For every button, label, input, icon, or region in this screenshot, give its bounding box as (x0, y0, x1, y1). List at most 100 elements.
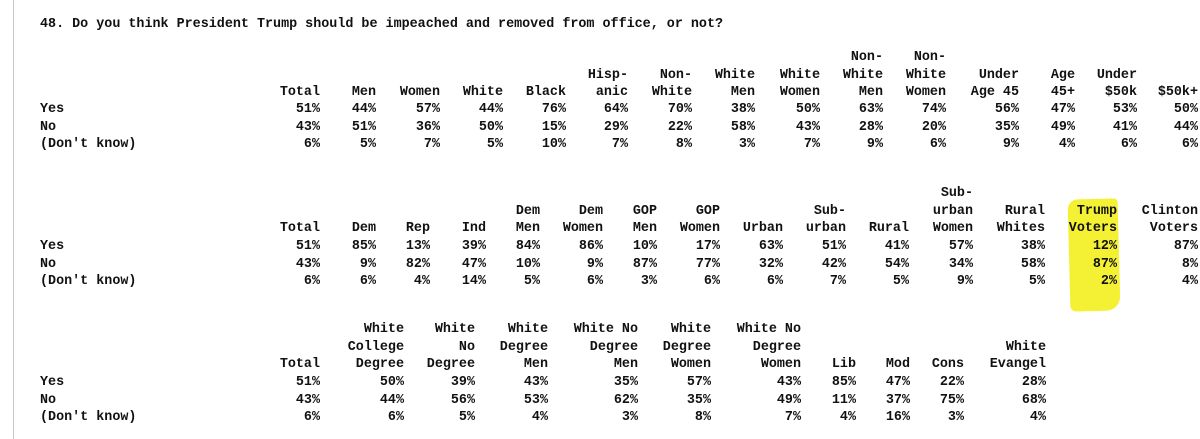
table-cell: 6% (766, 274, 783, 289)
table-cell: 3% (621, 410, 638, 425)
table-cell: 47% (885, 375, 910, 390)
table-cell: 35% (686, 393, 711, 408)
table-cell: 7% (784, 410, 801, 425)
table-cell: 76% (541, 102, 566, 117)
column-header: Under $50k (1096, 67, 1137, 100)
table-cell: 43% (295, 257, 320, 272)
row-label: Yes (40, 375, 65, 390)
table-cell: 10% (541, 137, 566, 152)
row-label: (Don't know) (40, 274, 137, 289)
table-cell: 28% (1021, 375, 1046, 390)
column-header: Black (525, 84, 566, 100)
row-label: No (40, 257, 57, 272)
table-cell: 68% (1021, 393, 1046, 408)
table-cell: 53% (523, 393, 548, 408)
table-cell: 44% (1173, 120, 1198, 135)
column-header: Men (351, 84, 376, 100)
table-cell: 6% (359, 274, 376, 289)
table-cell: 29% (603, 120, 628, 135)
table-cell: 17% (695, 239, 720, 254)
table-cell: 7% (803, 137, 820, 152)
table-cell: 85% (831, 375, 856, 390)
table-cell: 49% (1050, 120, 1075, 135)
column-header: Dem (351, 220, 376, 236)
column-header: White No Degree Women (736, 322, 801, 372)
column-header: Urban (742, 220, 783, 236)
column-header: Non- White Men (842, 50, 883, 100)
table-cell: 9% (956, 274, 973, 289)
table-cell: 35% (613, 375, 638, 390)
table-cell: 57% (948, 239, 973, 254)
column-header: $50k+ (1157, 84, 1198, 100)
table-cell: 50% (478, 120, 503, 135)
column-header: White Evangel (989, 339, 1046, 372)
table-cell: 39% (461, 239, 486, 254)
column-header: Rural (868, 220, 909, 236)
column-header: Dem Men (515, 203, 540, 236)
table-cell: 8% (694, 410, 711, 425)
column-header: Sub- urban Women (932, 186, 973, 236)
table-cell: 50% (795, 102, 820, 117)
table-cell: 44% (379, 393, 404, 408)
table-cell: 44% (478, 102, 503, 117)
table-cell: 34% (948, 257, 973, 272)
row-label: Yes (40, 102, 65, 117)
table-cell: 7% (423, 137, 440, 152)
table-cell: 5% (486, 137, 503, 152)
column-header: Mod (885, 356, 910, 372)
column-header: White No Degree (426, 322, 475, 372)
table-cell: 43% (795, 120, 820, 135)
column-header: Lib (831, 356, 856, 372)
column-header: Rep (405, 220, 430, 236)
table-cell: 8% (1181, 257, 1198, 272)
column-header: Non- White (651, 67, 692, 100)
table-cell: 28% (858, 120, 883, 135)
row-label: (Don't know) (40, 137, 137, 152)
table-cell: 4% (413, 274, 430, 289)
column-header: Cons (931, 356, 964, 372)
table-cell: 51% (351, 120, 376, 135)
table-cell: 87% (632, 257, 657, 272)
table-cell: 70% (667, 102, 692, 117)
table-cell: 58% (730, 120, 755, 135)
table-cell: 11% (831, 393, 856, 408)
column-header: Clinton Voters (1141, 203, 1198, 236)
table-cell: 51% (821, 239, 846, 254)
table-cell: 6% (1181, 137, 1198, 152)
table-cell: 74% (921, 102, 946, 117)
table-cell: 50% (1173, 102, 1198, 117)
table-cell: 75% (939, 393, 964, 408)
table-cell: 6% (303, 274, 320, 289)
table-cell: 2% (1100, 274, 1117, 289)
column-header: White (462, 84, 503, 100)
column-header: Rural Whites (996, 203, 1045, 236)
table-cell: 6% (703, 274, 720, 289)
column-header: White Women (779, 67, 820, 100)
table-cell: 87% (1092, 257, 1117, 272)
table-cell: 7% (829, 274, 846, 289)
table-cell: 4% (1058, 137, 1075, 152)
table-cell: 41% (884, 239, 909, 254)
table-cell: 43% (776, 375, 801, 390)
table-cell: 12% (1092, 239, 1117, 254)
row-label: (Don't know) (40, 410, 137, 425)
table-cell: 49% (776, 393, 801, 408)
table-cell: 37% (885, 393, 910, 408)
table-cell: 5% (892, 274, 909, 289)
table-cell: 13% (405, 239, 430, 254)
table-cell: 58% (1020, 257, 1045, 272)
column-header: GOP Men (632, 203, 657, 236)
table-cell: 63% (758, 239, 783, 254)
table-cell: 32% (758, 257, 783, 272)
column-header: Age 45+ (1050, 67, 1075, 100)
table-cell: 4% (839, 410, 856, 425)
table-cell: 51% (295, 239, 320, 254)
table-cell: 38% (1020, 239, 1045, 254)
table-cell: 16% (885, 410, 910, 425)
table-cell: 44% (351, 102, 376, 117)
table-cell: 14% (461, 274, 486, 289)
table-cell: 86% (578, 239, 603, 254)
table-cell: 36% (415, 120, 440, 135)
column-header: White Degree Men (499, 322, 548, 372)
table-cell: 62% (613, 393, 638, 408)
